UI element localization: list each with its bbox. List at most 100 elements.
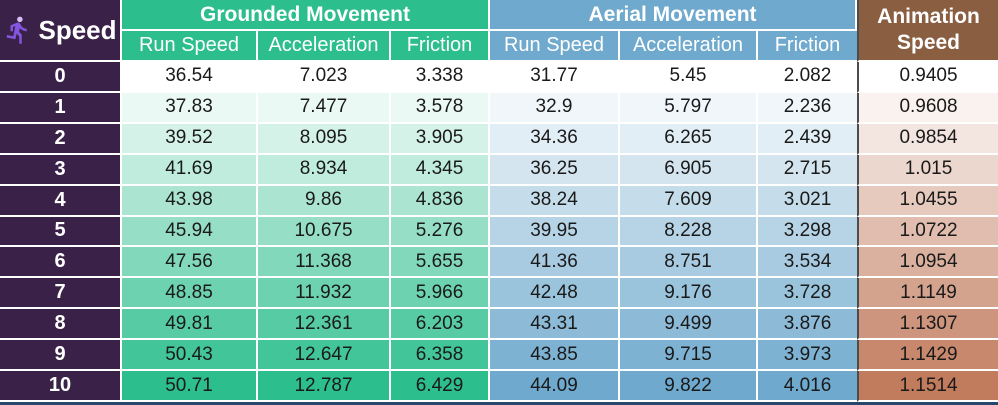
grounded-run-speed-cell: 48.85 [122, 278, 258, 310]
runner-icon [7, 16, 28, 44]
grounded-run-speed-cell: 41.69 [122, 154, 258, 186]
grounded-acceleration-cell: 7.023 [258, 62, 391, 93]
speed-row-label: 10 [0, 371, 122, 402]
aerial-run-speed-cell: 38.24 [490, 185, 620, 217]
animation-speed-cell: 1.015 [857, 154, 998, 186]
aerial-acceleration-cell: 9.822 [620, 371, 758, 402]
animation-speed-cell: 1.1307 [857, 309, 998, 341]
animation-speed-cell: 0.9854 [857, 123, 998, 155]
aerial-acceleration-cell: 6.265 [620, 123, 758, 155]
aerial-movement-header: Aerial Movement [490, 0, 857, 31]
speed-row-label: 2 [0, 123, 122, 155]
aerial-run-speed-header: Run Speed [490, 31, 620, 62]
aerial-run-speed-cell: 34.36 [490, 123, 620, 155]
grounded-acceleration-cell: 10.675 [258, 216, 391, 248]
animation-speed-cell: 1.0954 [857, 247, 998, 279]
grounded-run-speed-cell: 36.54 [122, 62, 258, 93]
aerial-acceleration-cell: 8.751 [620, 247, 758, 279]
speed-header: Speed [0, 0, 122, 62]
grounded-acceleration-header: Acceleration [258, 31, 391, 62]
speed-row-label: 4 [0, 185, 122, 217]
aerial-acceleration-cell: 9.715 [620, 340, 758, 372]
animation-speed-cell: 1.1429 [857, 340, 998, 372]
aerial-acceleration-cell: 6.905 [620, 154, 758, 186]
grounded-friction-cell: 5.655 [391, 247, 490, 279]
grounded-acceleration-cell: 11.932 [258, 278, 391, 310]
grounded-run-speed-cell: 50.43 [122, 340, 258, 372]
aerial-friction-cell: 3.021 [758, 185, 857, 217]
grounded-friction-cell: 6.203 [391, 309, 490, 341]
grounded-friction-cell: 6.358 [391, 340, 490, 372]
speed-row-label: 0 [0, 62, 122, 93]
aerial-friction-cell: 4.016 [758, 371, 857, 402]
aerial-acceleration-cell: 5.45 [620, 62, 758, 93]
grounded-acceleration-cell: 12.647 [258, 340, 391, 372]
aerial-friction-cell: 3.876 [758, 309, 857, 341]
grounded-friction-cell: 3.578 [391, 92, 490, 124]
aerial-friction-cell: 3.298 [758, 216, 857, 248]
speed-row-label: 1 [0, 92, 122, 124]
grounded-run-speed-cell: 50.71 [122, 371, 258, 402]
animation-speed-cell: 0.9405 [857, 62, 998, 93]
grounded-run-speed-cell: 49.81 [122, 309, 258, 341]
bottom-bar [0, 401, 998, 405]
animation-speed-cell: 1.1514 [857, 371, 998, 402]
aerial-friction-cell: 2.082 [758, 62, 857, 93]
aerial-run-speed-cell: 42.48 [490, 278, 620, 310]
grounded-friction-header: Friction [391, 31, 490, 62]
aerial-acceleration-cell: 8.228 [620, 216, 758, 248]
aerial-run-speed-cell: 31.77 [490, 62, 620, 93]
speed-row-label: 7 [0, 278, 122, 310]
grounded-friction-cell: 4.836 [391, 185, 490, 217]
aerial-acceleration-cell: 9.176 [620, 278, 758, 310]
grounded-run-speed-cell: 45.94 [122, 216, 258, 248]
speed-header-label: Speed [38, 14, 117, 45]
speed-row-label: 6 [0, 247, 122, 279]
aerial-friction-cell: 2.715 [758, 154, 857, 186]
aerial-run-speed-cell: 36.25 [490, 154, 620, 186]
speed-row-label: 9 [0, 340, 122, 372]
aerial-acceleration-header: Acceleration [620, 31, 758, 62]
aerial-acceleration-cell: 9.499 [620, 309, 758, 341]
animation-speed-cell: 0.9608 [857, 92, 998, 124]
aerial-run-speed-cell: 44.09 [490, 371, 620, 402]
grounded-run-speed-cell: 39.52 [122, 123, 258, 155]
grounded-acceleration-cell: 8.934 [258, 154, 391, 186]
aerial-run-speed-cell: 32.9 [490, 92, 620, 124]
aerial-friction-cell: 3.534 [758, 247, 857, 279]
grounded-friction-cell: 3.905 [391, 123, 490, 155]
grounded-run-speed-cell: 43.98 [122, 185, 258, 217]
grounded-acceleration-cell: 11.368 [258, 247, 391, 279]
aerial-run-speed-cell: 41.36 [490, 247, 620, 279]
grounded-acceleration-cell: 9.86 [258, 185, 391, 217]
animation-speed-cell: 1.0455 [857, 185, 998, 217]
grounded-friction-cell: 5.276 [391, 216, 490, 248]
grounded-run-speed-cell: 47.56 [122, 247, 258, 279]
grounded-friction-cell: 6.429 [391, 371, 490, 402]
aerial-friction-cell: 2.439 [758, 123, 857, 155]
aerial-friction-cell: 2.236 [758, 92, 857, 124]
aerial-run-speed-cell: 43.31 [490, 309, 620, 341]
grounded-friction-cell: 3.338 [391, 62, 490, 93]
grounded-acceleration-cell: 12.361 [258, 309, 391, 341]
animation-speed-header: Animation Speed [857, 0, 998, 62]
speed-row-label: 3 [0, 154, 122, 186]
grounded-friction-cell: 5.966 [391, 278, 490, 310]
aerial-friction-cell: 3.973 [758, 340, 857, 372]
grounded-friction-cell: 4.345 [391, 154, 490, 186]
grounded-run-speed-cell: 37.83 [122, 92, 258, 124]
speed-row-label: 8 [0, 309, 122, 341]
grounded-acceleration-cell: 8.095 [258, 123, 391, 155]
aerial-acceleration-cell: 7.609 [620, 185, 758, 217]
aerial-friction-cell: 3.728 [758, 278, 857, 310]
grounded-acceleration-cell: 12.787 [258, 371, 391, 402]
grounded-acceleration-cell: 7.477 [258, 92, 391, 124]
aerial-acceleration-cell: 5.797 [620, 92, 758, 124]
aerial-friction-header: Friction [758, 31, 857, 62]
animation-speed-cell: 1.0722 [857, 216, 998, 248]
speed-row-label: 5 [0, 216, 122, 248]
grounded-run-speed-header: Run Speed [122, 31, 258, 62]
aerial-run-speed-cell: 39.95 [490, 216, 620, 248]
grounded-movement-header: Grounded Movement [122, 0, 490, 31]
